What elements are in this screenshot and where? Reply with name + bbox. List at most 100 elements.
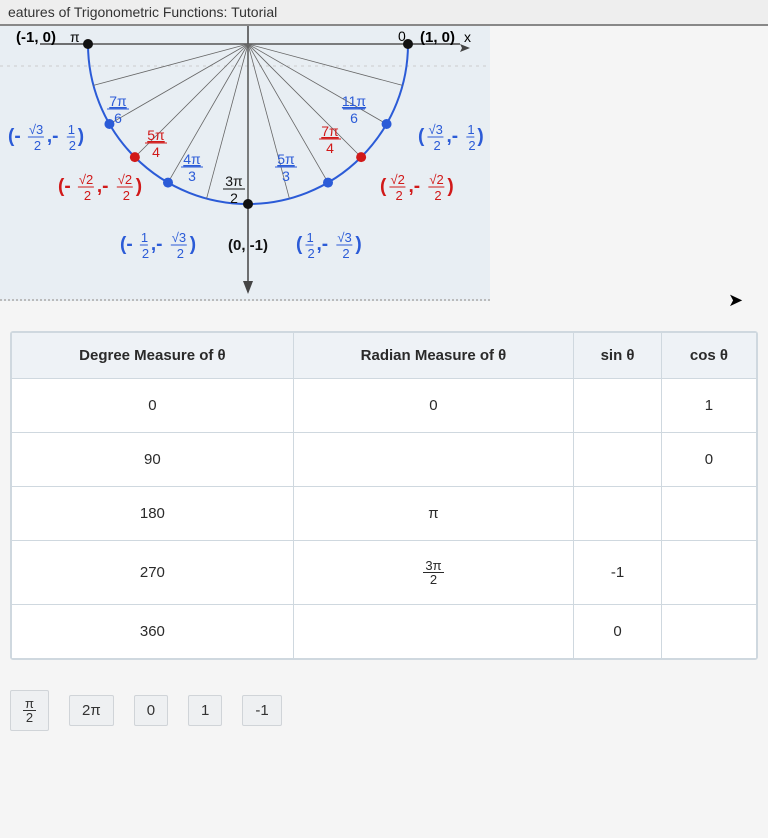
table-row: 90 0 bbox=[12, 433, 757, 487]
table-row: 180π bbox=[12, 487, 757, 541]
svg-text:√3: √3 bbox=[172, 230, 186, 245]
cell-degree: 360 bbox=[12, 605, 294, 659]
cell-sin[interactable] bbox=[574, 487, 662, 541]
svg-text:2: 2 bbox=[177, 246, 184, 261]
table-row: 360 0 bbox=[12, 605, 757, 659]
svg-text:2: 2 bbox=[69, 138, 76, 153]
cell-degree: 90 bbox=[12, 433, 294, 487]
svg-text:2: 2 bbox=[307, 246, 314, 261]
table-header-row: Degree Measure of θ Radian Measure of θ … bbox=[12, 333, 757, 379]
cell-cos: 1 bbox=[661, 379, 756, 433]
svg-text:√3: √3 bbox=[337, 230, 351, 245]
svg-text:2: 2 bbox=[342, 246, 349, 261]
col-sin: sin θ bbox=[574, 333, 662, 379]
svg-text:1: 1 bbox=[306, 230, 313, 245]
svg-text:11π: 11π bbox=[342, 93, 367, 109]
answer-chip[interactable]: π2 bbox=[10, 690, 49, 731]
cell-sin: 0 bbox=[574, 605, 662, 659]
svg-text:,-: ,- bbox=[316, 234, 328, 255]
svg-text:(-: (- bbox=[58, 176, 71, 197]
svg-text:(: ( bbox=[296, 234, 303, 255]
svg-text:√3: √3 bbox=[428, 122, 442, 137]
trig-table: Degree Measure of θ Radian Measure of θ … bbox=[10, 331, 758, 660]
svg-text:(-: (- bbox=[120, 234, 133, 255]
svg-text:4: 4 bbox=[152, 144, 160, 160]
svg-text:0: 0 bbox=[398, 28, 406, 44]
svg-text:): ) bbox=[447, 176, 453, 197]
col-radian: Radian Measure of θ bbox=[293, 333, 573, 379]
table-row: 2703π2-1 bbox=[12, 541, 757, 605]
cell-radian: 3π2 bbox=[293, 541, 573, 605]
cell-degree: 180 bbox=[12, 487, 294, 541]
svg-text:2: 2 bbox=[434, 188, 441, 203]
answer-chips: π2 2π 01 -1 bbox=[10, 690, 758, 731]
svg-text:2: 2 bbox=[142, 246, 149, 261]
svg-text:2: 2 bbox=[84, 188, 91, 203]
svg-text:,-: ,- bbox=[151, 234, 163, 255]
svg-text:1: 1 bbox=[467, 122, 474, 137]
svg-text:3: 3 bbox=[282, 168, 290, 184]
svg-text:√2: √2 bbox=[390, 172, 404, 187]
page-title: eatures of Trigonometric Functions: Tuto… bbox=[8, 4, 277, 20]
svg-text:): ) bbox=[136, 176, 142, 197]
svg-text:6: 6 bbox=[114, 110, 122, 126]
col-cos: cos θ bbox=[661, 333, 756, 379]
table-row: 00 1 bbox=[12, 379, 757, 433]
answer-chip[interactable]: -1 bbox=[242, 695, 281, 726]
svg-text:2: 2 bbox=[34, 138, 41, 153]
svg-text:3: 3 bbox=[188, 168, 196, 184]
svg-text:√3: √3 bbox=[29, 122, 43, 137]
col-degree: Degree Measure of θ bbox=[12, 333, 294, 379]
cell-radian[interactable] bbox=[293, 605, 573, 659]
svg-text:2: 2 bbox=[395, 188, 402, 203]
cell-degree: 0 bbox=[12, 379, 294, 433]
svg-text:π: π bbox=[70, 29, 80, 45]
svg-text:2: 2 bbox=[123, 188, 130, 203]
svg-text:1: 1 bbox=[68, 122, 75, 137]
cursor-icon: ➤ bbox=[728, 290, 743, 311]
svg-text:): ) bbox=[477, 126, 483, 147]
svg-text:4: 4 bbox=[326, 140, 334, 156]
svg-text:√2: √2 bbox=[79, 172, 93, 187]
svg-text:,-: ,- bbox=[97, 176, 109, 197]
svg-text:4π: 4π bbox=[183, 151, 201, 167]
cell-cos: 0 bbox=[661, 433, 756, 487]
svg-text:): ) bbox=[78, 126, 84, 147]
answer-chip[interactable]: 1 bbox=[188, 695, 222, 726]
svg-text:x: x bbox=[464, 29, 471, 45]
cell-radian: 0 bbox=[293, 379, 573, 433]
cell-sin[interactable] bbox=[574, 379, 662, 433]
svg-text:√2: √2 bbox=[118, 172, 132, 187]
answer-chip[interactable]: 2π bbox=[69, 695, 114, 726]
cell-cos[interactable] bbox=[661, 605, 756, 659]
svg-text:(-1, 0): (-1, 0) bbox=[16, 29, 56, 46]
svg-text:,-: ,- bbox=[408, 176, 420, 197]
svg-text:5π: 5π bbox=[147, 127, 165, 143]
svg-text:2: 2 bbox=[433, 138, 440, 153]
svg-text:5π: 5π bbox=[277, 151, 295, 167]
svg-text:(1, 0): (1, 0) bbox=[420, 29, 455, 46]
svg-text:√2: √2 bbox=[429, 172, 443, 187]
svg-text:(: ( bbox=[380, 176, 387, 197]
cell-degree: 270 bbox=[12, 541, 294, 605]
svg-text:7π: 7π bbox=[109, 93, 127, 109]
cell-sin[interactable] bbox=[574, 433, 662, 487]
cell-radian: π bbox=[293, 487, 573, 541]
unit-circle-diagram: (-1, 0)π0(1, 0)x7π65π44π33π25π37π411π6(-… bbox=[0, 26, 490, 301]
answer-chip[interactable]: 0 bbox=[134, 695, 168, 726]
svg-text:7π: 7π bbox=[321, 123, 339, 139]
svg-text:(: ( bbox=[418, 126, 425, 147]
cell-cos[interactable] bbox=[661, 487, 756, 541]
cell-cos[interactable] bbox=[661, 541, 756, 605]
svg-text:): ) bbox=[355, 234, 361, 255]
cell-radian[interactable] bbox=[293, 433, 573, 487]
svg-text:6: 6 bbox=[350, 110, 358, 126]
svg-text:,-: ,- bbox=[446, 126, 458, 147]
svg-text:(-: (- bbox=[8, 126, 21, 147]
svg-text:3π: 3π bbox=[225, 173, 243, 189]
svg-text:2: 2 bbox=[230, 190, 238, 206]
svg-text:,-: ,- bbox=[47, 126, 59, 147]
svg-text:(0, -1): (0, -1) bbox=[228, 237, 268, 254]
page-header: eatures of Trigonometric Functions: Tuto… bbox=[0, 0, 768, 26]
cell-sin: -1 bbox=[574, 541, 662, 605]
